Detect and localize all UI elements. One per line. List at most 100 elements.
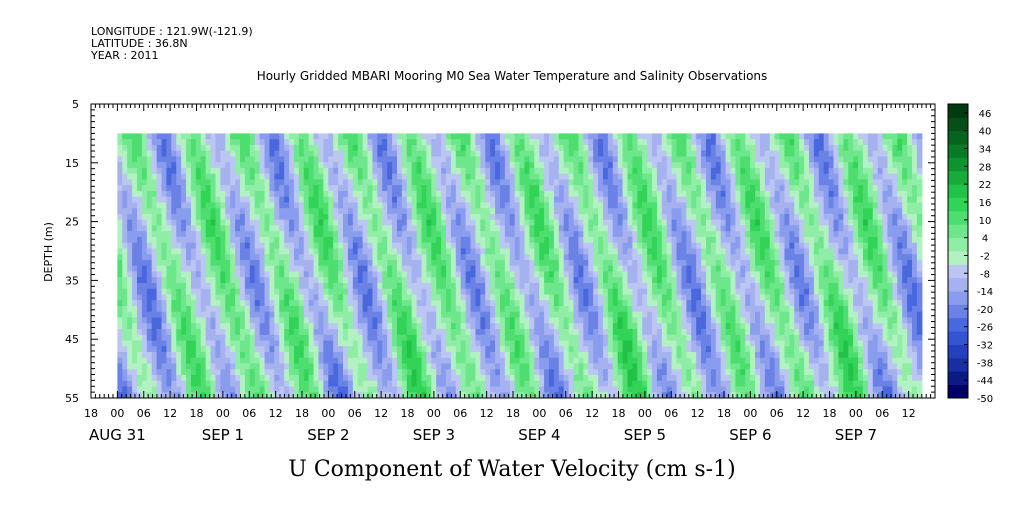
heatmap-cell [568,196,575,204]
heatmap-cell [416,248,423,255]
heatmap-cell [190,259,197,267]
heatmap-cell [122,392,128,398]
heatmap-cell [225,277,231,284]
heatmap-cell [210,259,217,267]
heatmap-cell [470,328,477,336]
heatmap-cell [573,328,580,336]
heatmap-cell [357,340,364,347]
heatmap-cell [485,208,491,215]
heatmap-cell [524,374,531,382]
heatmap-cell [612,139,619,146]
heatmap-cell [200,277,207,284]
heatmap-cell [490,219,496,227]
heatmap-cell [396,386,403,393]
heatmap-cell [362,133,369,140]
heatmap-cell [141,139,148,146]
heatmap-cell [642,236,648,244]
heatmap-cell [161,202,168,209]
heatmap-cell [406,225,413,232]
heatmap-cell [588,173,594,181]
heatmap-cell [450,386,457,393]
heatmap-cell [504,311,511,319]
heatmap-cell [181,305,187,313]
heatmap-cell [436,133,442,140]
heatmap-cell [612,167,619,175]
heatmap-cell [509,300,516,307]
heatmap-cell [553,242,560,250]
heatmap-cell [416,340,423,347]
heatmap-cell [132,305,138,313]
heatmap-cell [274,357,280,365]
heatmap-cell [254,328,261,336]
heatmap-cell [549,225,555,232]
heatmap-cell [411,305,418,313]
heatmap-cell [298,294,305,301]
heatmap-cell [186,179,192,186]
heatmap-cell [534,167,540,175]
heatmap-cell [401,139,408,146]
heatmap-cell [401,208,408,215]
heatmap-cell [240,144,246,152]
heatmap-cell [190,351,197,359]
heatmap-cell [244,190,251,198]
heatmap-cell [450,213,457,221]
heatmap-cell [460,259,467,267]
heatmap-cell [382,167,388,175]
heatmap-cell [176,374,182,382]
heatmap-cell [122,156,128,163]
heatmap-cell [465,328,472,336]
heatmap-cell [549,162,555,169]
heatmap-cell [362,150,369,158]
heatmap-cell [215,317,221,324]
heatmap-cell [166,265,172,273]
heatmap-cell [558,231,565,238]
heatmap-cell [338,369,344,376]
heatmap-cell [186,305,192,313]
heatmap-cell [215,173,221,181]
heatmap-cell [421,369,427,376]
heatmap-cell [132,167,138,175]
heatmap-cell [598,196,604,204]
heatmap-cell [244,225,251,232]
heatmap-cell [254,144,261,152]
heatmap-cell [460,213,467,221]
heatmap-cell [421,219,427,227]
heatmap-cell [509,248,516,255]
heatmap-cell [230,242,236,250]
heatmap-cell [333,139,339,146]
heatmap-cell [372,190,378,198]
heatmap-cell [362,225,369,232]
heatmap-cell [475,196,481,204]
heatmap-cell [450,374,457,382]
heatmap-cell [406,202,413,209]
heatmap-cell [495,213,501,221]
heatmap-cell [357,248,364,255]
heatmap-cell [436,328,442,336]
heatmap-cell [598,144,604,152]
heatmap-cell [333,213,339,221]
heatmap-cell [171,259,177,267]
heatmap-cell [426,328,432,336]
heatmap-cell [593,294,599,301]
heatmap-cell [485,271,491,278]
heatmap-cell [539,167,545,175]
heatmap-cell [186,144,192,152]
heatmap-cell [490,133,496,140]
heatmap-cell [401,231,408,238]
heatmap-cell [190,374,197,382]
heatmap-cell [269,190,275,198]
heatmap-cell [215,133,221,140]
heatmap-cell [254,213,261,221]
heatmap-cell [230,380,236,388]
heatmap-cell [357,300,364,307]
heatmap-cell [181,311,187,319]
heatmap-cell [558,248,565,255]
heatmap-cell [205,179,212,186]
heatmap-cell [323,317,329,324]
heatmap-cell [122,196,128,204]
heatmap-cell [401,225,408,232]
heatmap-cell [431,317,437,324]
heatmap-cell [318,150,324,158]
heatmap-cell [367,208,374,215]
heatmap-cell [186,133,192,140]
